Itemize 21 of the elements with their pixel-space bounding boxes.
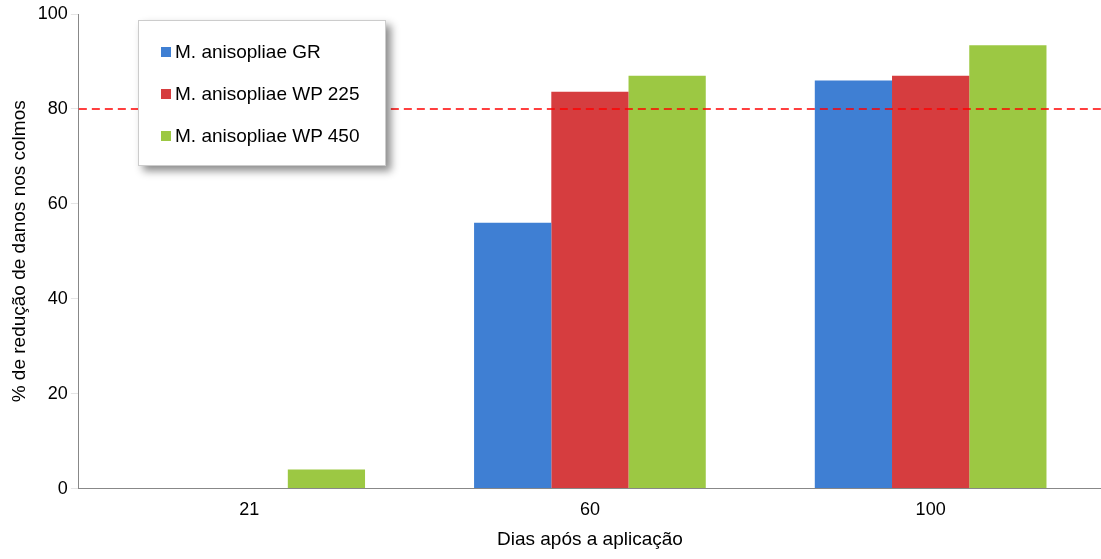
y-axis-title: % de redução de danos nos colmos xyxy=(7,100,29,403)
bar xyxy=(892,75,970,489)
x-tick-label: 60 xyxy=(579,499,600,520)
legend-label: M. anisopliae WP 450 xyxy=(175,125,360,147)
bar xyxy=(969,45,1047,489)
bar xyxy=(628,75,706,489)
x-axis-title: Dias após a aplicação xyxy=(496,527,683,549)
legend-label: M. anisopliae GR xyxy=(175,41,321,63)
bar xyxy=(287,469,366,489)
x-tick-label: 21 xyxy=(239,499,260,520)
y-tick-label: 0 xyxy=(57,477,68,498)
y-tick-label: 60 xyxy=(47,192,68,213)
legend-label: M. anisopliae WP 225 xyxy=(175,83,360,105)
bar xyxy=(814,80,893,489)
x-tick-label: 100 xyxy=(915,499,946,520)
y-tick-label: 40 xyxy=(47,287,68,308)
y-tick-label: 80 xyxy=(47,97,68,118)
bar xyxy=(474,222,552,489)
y-tick-label: 20 xyxy=(47,382,68,403)
y-tick-label: 100 xyxy=(37,2,68,23)
bar xyxy=(551,91,629,489)
